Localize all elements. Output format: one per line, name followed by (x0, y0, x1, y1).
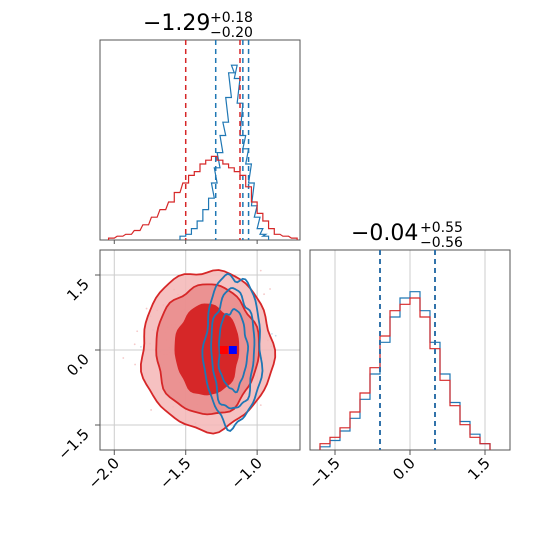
x-hist-series-1 (107, 155, 298, 240)
joint-sample-point (136, 330, 139, 333)
joint-sample-point (133, 343, 136, 346)
joint-sample-point (140, 346, 142, 348)
joint-sample-point (150, 409, 152, 411)
joint-sample-point (320, 349, 322, 351)
joint-sample-point (134, 363, 136, 366)
blue-contour-level-0 (217, 308, 250, 394)
joint-sample-point (274, 334, 277, 337)
x-marginal-panel (99, 39, 301, 244)
joint-sample-point (271, 332, 273, 335)
joint-sample-point (269, 288, 271, 290)
x-marginal-frame (99, 39, 301, 241)
y-title-value: −0.04 (351, 221, 418, 246)
x-title-value: −1.29 (143, 11, 210, 36)
x-marginal-title: −1.29 +0.18 −0.20 (143, 10, 253, 41)
y-marginal-title: −0.04 +0.55 −0.56 (351, 220, 463, 251)
x-title-minus: −0.20 (210, 25, 253, 41)
y-title-plus: +0.55 (420, 220, 463, 236)
joint-x-tick-label-0: −2.0 (85, 454, 123, 492)
y-marginal-tick-label-2: 1.5 (464, 454, 494, 484)
joint-sample-point (122, 357, 125, 359)
red-contour-level-2 (174, 303, 240, 396)
joint-y-tick-label-2: 1.5 (63, 275, 93, 305)
blue-contour-level-1 (210, 287, 256, 410)
y-hist-series-1 (319, 297, 491, 450)
joint-sample-point (259, 269, 262, 272)
truth-marker-red (219, 346, 228, 354)
joint-sample-point (145, 307, 148, 310)
x-title-plus: +0.18 (210, 10, 253, 26)
y-hist-series-0 (319, 291, 491, 450)
y-marginal-panel: −1.5 0.0 1.5 (305, 249, 511, 493)
joint-plot-area (62, 250, 322, 471)
joint-x-tick-label-2: −1.0 (227, 454, 265, 492)
joint-sample-point (263, 293, 265, 296)
joint-sample-point (62, 315, 64, 317)
x-hist-series-0 (179, 64, 270, 240)
y-marginal-tick-label-1: 0.0 (389, 454, 419, 484)
y-marginal-tick-label-0: −1.5 (305, 454, 343, 492)
joint-y-tick-label-1: 0.0 (63, 350, 93, 380)
joint-sample-point (196, 469, 198, 471)
joint-sample-point (259, 404, 262, 407)
y-title-minus: −0.56 (420, 235, 463, 251)
joint-x-tick-label-1: −1.5 (156, 454, 194, 492)
joint-panel: −2.0 −1.5 −1.0−1.50.01.5 (54, 249, 322, 493)
joint-y-tick-label-0: −1.5 (54, 425, 92, 463)
truth-marker-blue (228, 346, 237, 354)
blue-contour-level-2 (201, 272, 264, 433)
